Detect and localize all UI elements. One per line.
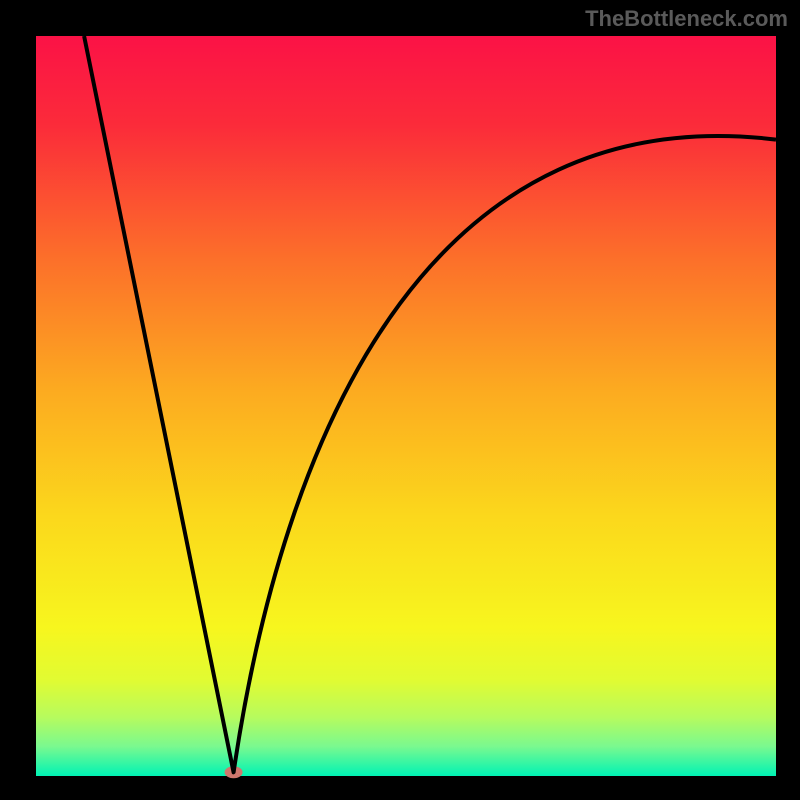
chart-container: TheBottleneck.com bbox=[0, 0, 800, 800]
bottleneck-curve bbox=[84, 36, 776, 772]
curve-layer bbox=[0, 0, 800, 800]
watermark-text: TheBottleneck.com bbox=[585, 6, 788, 32]
